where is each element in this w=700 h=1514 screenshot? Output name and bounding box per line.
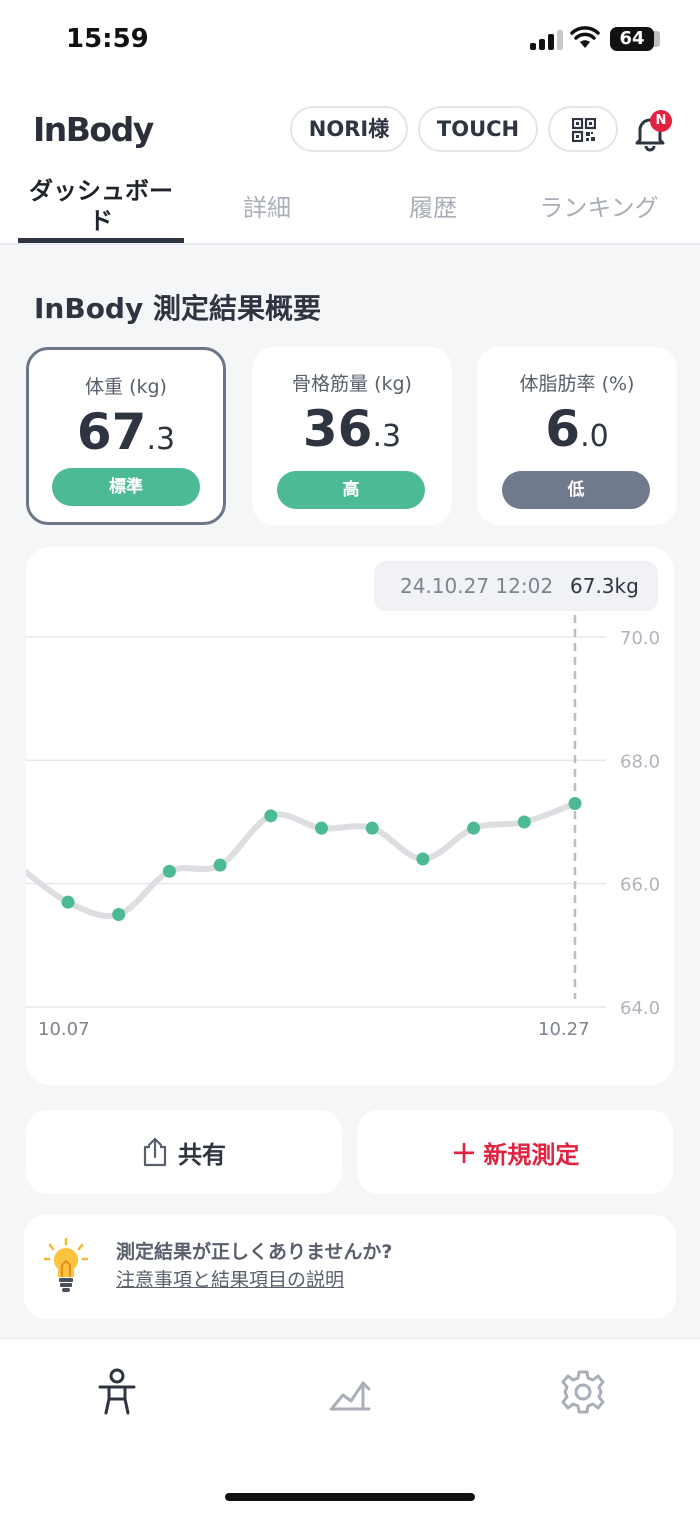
data-point: [112, 908, 126, 921]
notice-link[interactable]: 注意事項と結果項目の説明: [116, 1269, 345, 1291]
new-measurement-button[interactable]: + 新規測定: [357, 1110, 673, 1194]
body-icon[interactable]: [92, 1367, 142, 1417]
tab-details[interactable]: 詳細: [243, 194, 291, 222]
share-button[interactable]: 共有: [26, 1110, 342, 1194]
y-tick-label: 64.0: [620, 998, 660, 1019]
metric-status-badge: 低: [502, 471, 650, 509]
metric-value-int: 36: [302, 400, 373, 458]
metric-value-int: 6: [545, 400, 581, 458]
qr-code-icon: [572, 118, 596, 142]
app-header: InBody NORI様 TOUCH N: [0, 100, 700, 160]
wifi-icon: [570, 26, 600, 48]
battery-icon: 64: [610, 27, 660, 51]
new-measurement-label: 新規測定: [483, 1140, 580, 1169]
data-point: [315, 821, 328, 835]
data-point: [467, 821, 481, 835]
lightbulb-icon: [44, 1237, 88, 1292]
tooltip-date: 24.10.27 12:02: [400, 574, 554, 598]
data-point: [264, 809, 278, 823]
data-point: [365, 821, 379, 835]
plus-icon: +: [450, 1133, 478, 1171]
tab-ranking[interactable]: ランキング: [539, 194, 659, 222]
help-notice-card[interactable]: 測定結果が正しくありませんか? 注意事項と結果項目の説明: [24, 1215, 676, 1319]
metric-value-dec: .3: [372, 419, 402, 454]
metric-value: 67.3: [29, 403, 223, 461]
weight-trend-chart[interactable]: 70.0 68.0 66.0 64.0 10.07 10.27 24.10.27 12:0…: [26, 547, 674, 1085]
qr-code-button[interactable]: [548, 106, 618, 152]
metric-value-dec: .3: [146, 422, 176, 457]
series-line: [26, 800, 578, 919]
metric-status-badge: 高: [277, 471, 425, 509]
notification-badge: N: [650, 110, 672, 132]
metric-value-dec: .0: [580, 419, 609, 454]
metric-status-badge: 標準: [52, 468, 200, 506]
metric-label: 体脂肪率 (%): [519, 373, 635, 395]
active-tab-indicator: [18, 238, 184, 243]
data-point: [162, 864, 176, 878]
metric-label: 体重 (kg): [85, 376, 167, 398]
share-label: 共有: [178, 1140, 226, 1169]
data-point: [61, 895, 75, 909]
y-tick-label: 66.0: [620, 875, 660, 896]
y-tick-label: 68.0: [620, 751, 660, 772]
cellular-signal-icon: [530, 30, 564, 50]
x-tick-label: 10.27: [538, 1019, 590, 1040]
inbody-logo: InBody: [33, 110, 154, 149]
section-title: InBody 測定結果概要: [34, 292, 321, 325]
data-point: [568, 797, 582, 810]
user-pill-button[interactable]: NORI様: [290, 106, 408, 152]
status-time: 15:59: [66, 24, 149, 54]
tab-history[interactable]: 履歴: [409, 194, 457, 222]
chart-svg: 70.0 68.0 66.0 64.0 10.07 10.27: [26, 615, 660, 1040]
y-tick-label: 70.0: [620, 628, 660, 649]
chart-tooltip: 24.10.27 12:02 67.3kg: [374, 561, 658, 611]
data-point: [213, 858, 227, 872]
x-tick-label: 10.07: [38, 1019, 90, 1040]
home-indicator: [225, 1493, 475, 1501]
touch-pill-button[interactable]: TOUCH: [418, 106, 538, 152]
dashboard-content: InBody 測定結果概要 体重 (kg) 67.3 標準 骨格筋量 (kg) …: [0, 245, 700, 1338]
data-point: [416, 852, 430, 866]
status-bar: 15:59 64: [0, 0, 700, 80]
tooltip-value: 67.3kg: [570, 574, 639, 598]
tab-dashboard[interactable]: ダッシュボード: [29, 176, 173, 235]
notice-title: 測定結果が正しくありませんか?: [116, 1241, 393, 1263]
settings-gear-icon[interactable]: [558, 1367, 608, 1417]
data-point: [517, 815, 531, 829]
metric-label: 骨格筋量 (kg): [292, 373, 412, 395]
share-icon: [143, 1137, 167, 1167]
metric-value-int: 67: [76, 403, 147, 461]
metric-card-skeletal-muscle[interactable]: 骨格筋量 (kg) 36.3 高: [252, 347, 452, 525]
metric-value: 36.3: [252, 400, 452, 458]
metric-card-weight[interactable]: 体重 (kg) 67.3 標準: [26, 347, 226, 525]
metric-value: 6.0: [477, 400, 677, 458]
metric-card-body-fat[interactable]: 体脂肪率 (%) 6.0 低: [477, 347, 677, 525]
bottom-navigation: [0, 1338, 700, 1514]
trend-chart-icon[interactable]: [325, 1367, 375, 1417]
tab-bar: ダッシュボード 詳細 履歴 ランキング: [0, 168, 700, 245]
